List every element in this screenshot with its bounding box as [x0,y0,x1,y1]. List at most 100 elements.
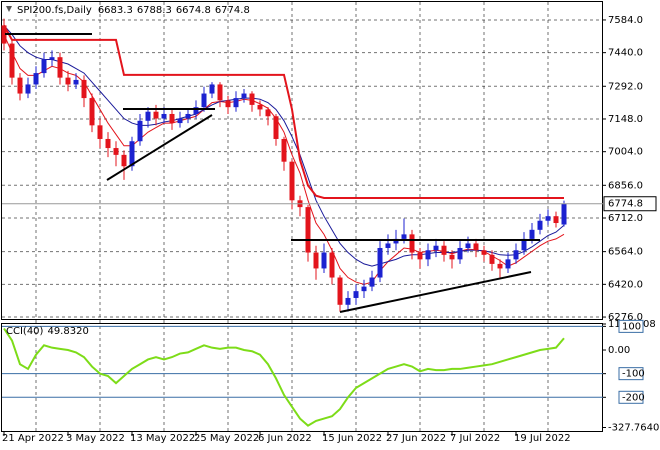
y-tick-label: 7440.0 [608,48,643,59]
y-tick-label: 6712.0 [608,213,643,224]
candle-body [561,203,567,225]
indicator-line [3,34,565,285]
candle-body [265,109,271,117]
candle-body [313,252,319,269]
level-label-box [618,390,644,404]
candle-body [529,229,535,239]
x-tick-label: 13 May 2022 [130,433,195,444]
candle-body [217,84,223,101]
candle-body [25,84,31,94]
candle-body [65,77,71,85]
panel-icon [6,6,12,12]
candle-body [185,113,191,119]
candle-body [457,247,463,260]
candle-body [409,234,415,253]
candle-body [481,250,487,255]
candle-body [505,259,511,269]
y-tick-label: -100 [622,369,645,380]
candle-body [553,216,559,224]
candle-body [153,111,159,119]
x-tick-label: 3 May 2022 [66,433,125,444]
ohlc-close: 6774.8 [215,5,250,16]
candle-body [209,84,215,94]
candle-body [353,291,359,298]
candle-body [113,148,119,155]
ohlc-high: 6788.3 [137,5,172,16]
candle-body [73,79,79,85]
y-tick-label: 7584.0 [608,15,643,26]
candle-body [473,243,479,251]
x-tick-label: 6 Jun 2022 [258,433,312,444]
trendline [106,114,213,181]
price-header: SPI200.fs,Daily 6683.3 6788.3 6674.8 6774.8 [17,5,250,16]
candle-body [513,250,519,260]
cci-value: 49.8320 [47,326,88,337]
y-tick-label: 6564.0 [608,247,643,258]
candle-body [361,286,367,292]
candle-body [377,247,383,278]
candle-body [97,125,103,139]
candle-body [225,100,231,108]
candle-body [489,254,495,264]
cci-title: CCI(40) [6,326,44,337]
candle-body [17,77,23,94]
candle-body [465,243,471,248]
candle-body [9,43,15,78]
ohlc-low: 6674.8 [176,5,211,16]
ohlc-open: 6683.3 [98,5,133,16]
candle-body [425,250,431,260]
candle-body [233,98,239,108]
candle-body [449,254,455,260]
indicator-line [3,25,565,267]
y-tick-label: 6420.0 [608,279,643,290]
y-tick-label: 7292.0 [608,81,643,92]
cci-panel [1,323,603,432]
y-tick-label: 6856.0 [608,180,643,191]
price-panel [1,1,603,320]
candle-body [57,57,63,78]
candle-body [89,98,95,126]
candle-body [33,73,39,85]
y-tick-label: 0.00 [608,345,630,356]
candle-body [337,277,343,305]
candle-body [305,207,311,253]
candle-body [545,216,551,221]
candle-body [441,245,447,255]
candle-body [129,141,135,167]
candle-body [385,243,391,248]
candle-body [81,79,87,99]
y-tick-label: 6276.0 [608,312,643,323]
candle-body [169,113,175,124]
current-price-box [603,196,657,212]
candle-body [137,120,143,142]
x-tick-label: 21 Apr 2022 [2,433,64,444]
candle-body [537,220,543,230]
candle-body [281,138,287,162]
x-tick-label: 19 Jul 2022 [514,433,571,444]
candle-body [521,238,527,251]
candle-body [121,154,127,167]
x-tick-label: 25 May 2022 [194,433,259,444]
candle-body [321,252,327,269]
candle-body [145,111,151,121]
y-tick-label: 7148.0 [608,114,643,125]
y-tick-label: -200 [622,392,645,403]
cci-header: CCI(40) 49.8320 [6,326,89,337]
candle-body [401,234,407,239]
candle-body [49,57,55,60]
candle-body [41,59,47,74]
candle-body [345,297,351,305]
candle-body [393,238,399,244]
y-tick-label: 7004.0 [608,147,643,158]
x-tick-label: 27 Jun 2022 [386,433,446,444]
symbol: SPI200.fs,Daily [17,5,92,16]
x-tick-label: 7 Jul 2022 [450,433,500,444]
level-label-box [618,319,644,333]
candle-body [497,263,503,269]
candle-body [249,93,255,105]
candle-body [201,93,207,108]
indicator-line [3,24,564,200]
candle-body [369,277,375,287]
